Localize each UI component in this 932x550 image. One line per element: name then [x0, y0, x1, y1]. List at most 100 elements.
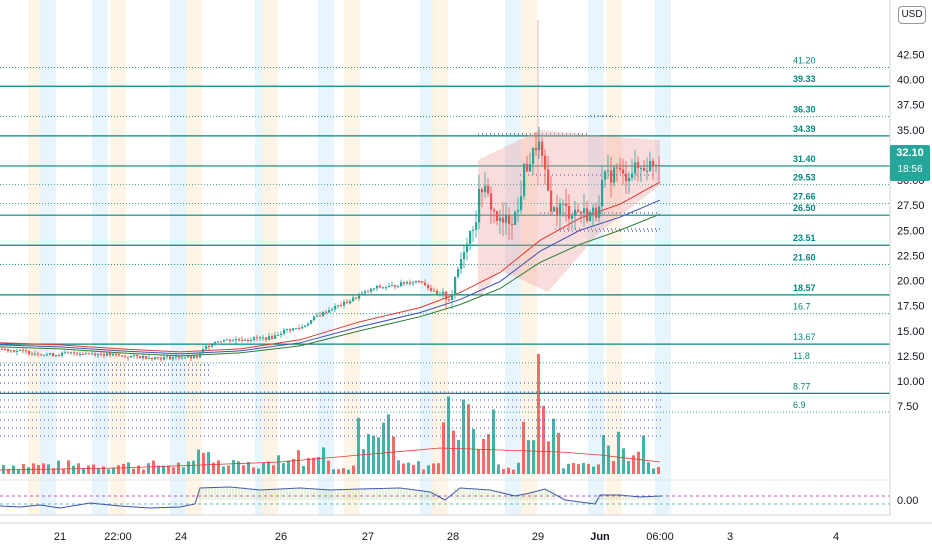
price-tick-label: 17.50: [897, 301, 925, 313]
candle-body: [412, 282, 415, 284]
volume-bar: [452, 430, 455, 474]
volume-bar: [112, 467, 115, 474]
candle-body: [601, 179, 604, 207]
level-label: 18.57: [793, 283, 816, 293]
volume-bar: [402, 463, 405, 474]
oscillator-pane: [0, 479, 890, 516]
level-label: 31.40: [793, 154, 816, 164]
candle-body: [184, 357, 187, 359]
candle-body: [4, 348, 7, 350]
candle-body: [70, 352, 73, 354]
volume-bar: [602, 435, 605, 474]
time-axis[interactable]: 21 22:00 24 26 27 28 29 Jun 06:00 3 4: [0, 522, 932, 543]
volume-bar: [87, 465, 90, 474]
price-axis[interactable]: 42.5040.0037.5035.0032.5030.0027.5025.00…: [889, 0, 925, 515]
volume-bar: [32, 463, 35, 474]
candle-body: [319, 315, 322, 317]
volume-bar: [362, 449, 365, 474]
candle-body: [13, 350, 16, 352]
oscillator-tick-label: 0.00: [897, 495, 918, 507]
candle-body: [472, 229, 475, 231]
time-tick-label: 27: [362, 531, 374, 543]
candle-body: [388, 285, 391, 288]
candle-body: [496, 211, 499, 221]
candle-body: [460, 259, 463, 270]
candle-body: [607, 170, 610, 172]
candle-body: [262, 337, 265, 339]
volume-bar: [277, 455, 280, 474]
volume-bar: [67, 460, 70, 474]
candle-body: [226, 339, 229, 341]
candle-body: [550, 190, 553, 212]
level-label: 27.66: [793, 192, 816, 202]
candle-body: [298, 327, 301, 329]
candle-body: [46, 354, 49, 356]
level-label: 41.20: [793, 55, 816, 65]
candle-body: [574, 209, 577, 216]
volume-bar: [347, 469, 350, 474]
volume-bar: [247, 462, 250, 474]
volume-bar: [42, 463, 45, 474]
volume-bar: [237, 461, 240, 474]
session-band: [344, 0, 360, 515]
price-tick-label: 12.50: [897, 351, 925, 363]
currency-badge[interactable]: USD: [898, 6, 926, 24]
candle-body: [181, 357, 184, 359]
candle-body: [616, 167, 619, 169]
volume-bar: [322, 447, 325, 474]
candle-body: [457, 269, 460, 277]
candle-body: [523, 163, 526, 197]
candle-body: [259, 337, 262, 339]
volume-bar: [627, 460, 630, 474]
candle-body: [244, 339, 247, 341]
volume-bar: [392, 436, 395, 474]
volume-bar: [507, 467, 510, 474]
candle-body: [349, 301, 352, 304]
price-tick-label: 35.00: [897, 125, 925, 137]
price-tick-label: 25.00: [897, 225, 925, 237]
volume-bar: [652, 468, 655, 474]
volume-bar: [7, 468, 10, 474]
volume-bar: [357, 417, 360, 474]
candle-body: [445, 291, 448, 300]
candle-body: [253, 337, 256, 340]
level-label: 13.67: [793, 332, 816, 342]
volume-bar: [457, 440, 460, 474]
candle-body: [373, 288, 376, 290]
candle-body: [172, 357, 175, 360]
candle-body: [19, 349, 22, 352]
bar-countdown: 18:56: [897, 164, 923, 175]
candle-body: [43, 354, 46, 356]
level-label: 23.51: [793, 233, 816, 243]
candle-body: [94, 353, 97, 356]
candle-body: [334, 305, 337, 310]
candle-body: [355, 297, 358, 299]
volume-bar: [607, 445, 610, 474]
candle-body: [31, 353, 34, 355]
time-tick-label: 06:00: [646, 531, 674, 543]
candle-body: [301, 326, 304, 329]
candle-body: [238, 339, 241, 341]
session-background-bands: [28, 0, 671, 515]
candle-body: [469, 230, 472, 244]
volume-bar: [122, 463, 125, 474]
candle-body: [580, 211, 583, 214]
time-tick-label: 28: [447, 531, 459, 543]
volume-bar: [397, 460, 400, 474]
candle-body: [625, 173, 628, 182]
candle-body: [493, 209, 496, 212]
candle-body: [52, 353, 55, 357]
candle-body: [649, 160, 652, 171]
candle-body: [223, 340, 226, 342]
candle-body: [91, 353, 94, 355]
candle-body: [481, 188, 484, 193]
volume-bar: [517, 462, 520, 474]
price-tick-label: 40.00: [897, 75, 925, 87]
candle-body: [583, 208, 586, 214]
volume-bar: [497, 464, 500, 474]
volume-bar: [92, 464, 95, 474]
candle-body: [250, 339, 253, 341]
session-band: [92, 0, 108, 515]
candle-body: [553, 207, 556, 212]
